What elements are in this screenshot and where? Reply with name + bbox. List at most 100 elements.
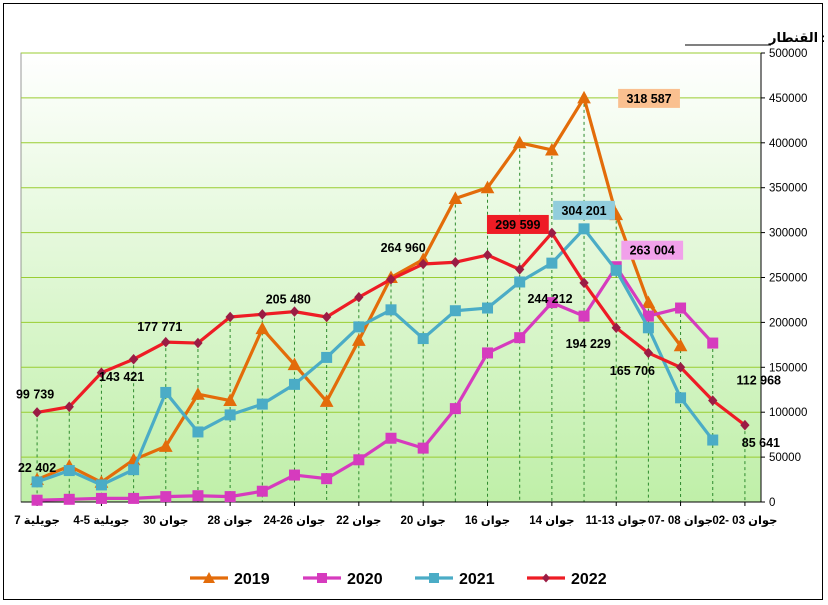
point-2022 — [482, 249, 493, 261]
y-tick-label: 400000 — [769, 138, 807, 150]
point-2021 — [31, 476, 43, 488]
data-label: 143 421 — [99, 370, 144, 384]
legend-label-2019: 2019 — [234, 571, 270, 588]
point-2019 — [319, 394, 334, 407]
point-2020 — [95, 492, 107, 504]
point-2020 — [224, 491, 236, 503]
data-labels: 22 402 99 739 143 421 177 771 205 480 264 960… — [16, 88, 781, 475]
point-2020 — [192, 490, 204, 502]
y-tick-label: 300000 — [769, 228, 807, 240]
data-label: 85 641 — [742, 436, 780, 450]
data-label-box — [553, 200, 615, 220]
data-label: 299 599 — [495, 218, 540, 232]
point-2022 — [675, 362, 686, 373]
point-2021 — [288, 378, 300, 390]
data-label-box — [486, 214, 549, 234]
point-2021 — [95, 479, 107, 491]
point-2020 — [514, 332, 526, 344]
point-2022 — [643, 347, 654, 359]
series-line-2020 — [37, 265, 714, 502]
data-label-box — [618, 88, 680, 108]
legend-label-2021: 2021 — [459, 571, 495, 588]
y-tick-label: 250000 — [769, 273, 807, 285]
y-tick-label: 150000 — [769, 362, 807, 374]
point-2022 — [128, 353, 139, 365]
point-2020 — [256, 485, 268, 497]
x-tick-label: 07- 08 جوان — [648, 515, 713, 528]
point-2022 — [450, 256, 461, 268]
point-2022 — [418, 258, 428, 270]
x-tick-label: 30 جوان — [143, 515, 188, 528]
x-tick-label: 02- 03 جوان — [712, 515, 777, 528]
y-tick-label: 500000 — [769, 48, 807, 60]
y-tick-label: 450000 — [769, 93, 807, 105]
point-2020 — [288, 469, 300, 481]
point-2022 — [257, 309, 267, 320]
point-2021 — [707, 434, 719, 446]
point-2021 — [192, 426, 204, 438]
point-2022 — [611, 322, 621, 334]
y-tick-label: 100000 — [769, 407, 807, 419]
point-2021 — [610, 264, 622, 276]
point-2019 — [577, 90, 591, 104]
point-2019 — [351, 333, 366, 346]
point-2019 — [255, 321, 270, 335]
point-2020 — [707, 337, 719, 349]
point-2020 — [417, 442, 429, 454]
point-2022 — [225, 311, 235, 323]
point-2019 — [480, 180, 495, 194]
point-2022 — [289, 306, 300, 317]
data-label: 304 201 — [561, 204, 606, 218]
point-2020 — [31, 494, 43, 506]
data-label: 194 229 — [566, 337, 611, 351]
point-2021 — [675, 392, 687, 404]
point-2022 — [64, 401, 74, 413]
y-tick-label: 50000 — [769, 452, 801, 464]
x-tick-label: 16 جوان — [465, 515, 510, 528]
legend-label-2020: 2020 — [347, 571, 383, 588]
data-label: 205 480 — [266, 292, 311, 306]
data-label-box — [621, 240, 684, 260]
point-2021 — [353, 321, 365, 333]
data-label: 99 739 — [16, 387, 54, 401]
data-label: 318 587 — [626, 92, 671, 106]
series-lines — [30, 90, 750, 506]
point-2021 — [256, 398, 268, 410]
point-2021 — [546, 257, 558, 269]
legend-marker-2022 — [542, 573, 550, 583]
point-2020 — [128, 492, 140, 504]
point-2022 — [740, 419, 750, 431]
point-2021 — [417, 333, 429, 345]
point-2021 — [514, 276, 526, 288]
point-2021 — [128, 464, 140, 476]
point-2020 — [546, 297, 558, 309]
point-2020 — [482, 347, 494, 359]
axes: 0 50000 100000 150000 200000 250000 300000 3500… — [14, 48, 807, 528]
point-2021 — [642, 322, 654, 334]
point-2020 — [385, 432, 397, 444]
y-tick-label: 350000 — [769, 183, 807, 195]
data-label: 165 706 — [610, 364, 655, 378]
x-tick-label: 24-26 جوان — [264, 515, 326, 528]
point-2020 — [578, 310, 590, 322]
point-2019 — [158, 439, 173, 452]
legend-marker-2020 — [317, 573, 327, 583]
point-2021 — [385, 304, 397, 316]
y-tick-label: 200000 — [769, 317, 807, 329]
point-2021 — [578, 223, 590, 235]
point-2020 — [675, 302, 687, 314]
x-tick-label: 11-13 جوان — [586, 515, 647, 528]
point-2020 — [321, 473, 333, 485]
point-2019 — [223, 393, 237, 407]
point-2019 — [191, 387, 205, 400]
point-2020 — [449, 403, 461, 415]
point-2019 — [641, 295, 656, 309]
series-line-2021 — [36, 227, 715, 487]
point-2022 — [161, 336, 171, 348]
point-2022 — [579, 277, 589, 289]
point-2021 — [63, 465, 75, 477]
x-tick-label: 20 جوان — [401, 515, 446, 528]
unit-label: الوحدة: القنطار — [768, 30, 824, 45]
point-2019 — [512, 135, 527, 149]
legend-marker-2019 — [203, 572, 215, 583]
